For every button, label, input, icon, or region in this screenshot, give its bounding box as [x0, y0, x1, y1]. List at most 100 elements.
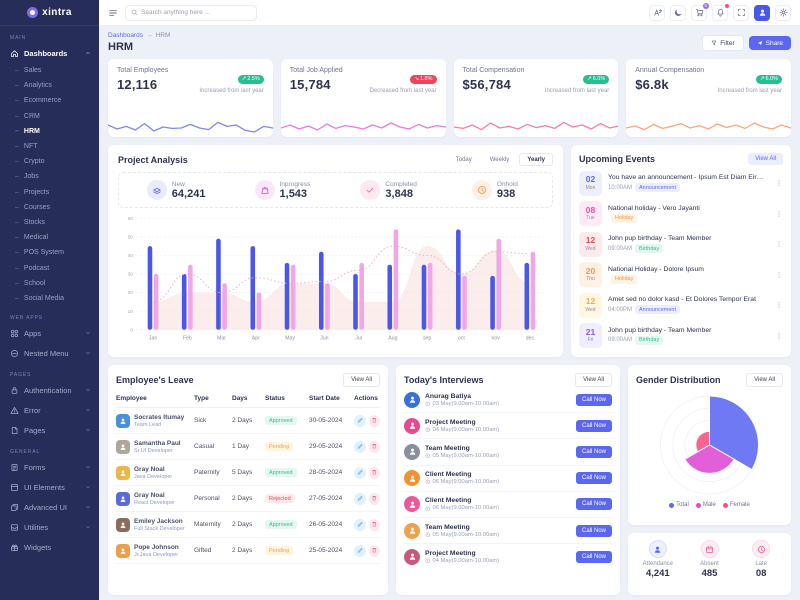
call-now-button[interactable]: Call Now — [575, 419, 612, 432]
sidebar-subitem-crm[interactable]: – CRM — [15, 112, 40, 120]
breadcrumb-dashboards-link[interactable]: Dashboards — [108, 32, 144, 39]
search-input[interactable] — [141, 9, 251, 16]
status-badge: Pending — [265, 546, 294, 555]
call-now-button[interactable]: Call Now — [575, 445, 612, 458]
sidebar-item-advanced-ui[interactable]: Advanced UI — [0, 497, 99, 517]
filter-button[interactable]: Filter — [702, 35, 744, 51]
app-logo[interactable]: xintra — [0, 0, 99, 26]
delete-button[interactable] — [368, 440, 380, 453]
sidebar-item-dashboards[interactable]: Dashboards — [0, 43, 99, 63]
event-list-item[interactable]: 20 Thu National Holiday - Dolore Ipsum H… — [579, 262, 783, 287]
translate-icon[interactable] — [649, 4, 665, 21]
gender-view-all-button[interactable]: View All — [746, 373, 783, 387]
chevron-down-icon — [85, 350, 91, 356]
edit-button[interactable] — [354, 492, 366, 505]
delete-button[interactable] — [368, 492, 380, 505]
interviews-view-all-button[interactable]: View All — [575, 373, 612, 387]
period-tab[interactable]: Yearly — [519, 153, 553, 166]
fullscreen-icon[interactable] — [733, 4, 749, 21]
sidebar-subitem-stocks[interactable]: – Stocks — [15, 218, 45, 226]
event-options-icon[interactable] — [775, 210, 783, 218]
widgets-icon — [10, 543, 19, 552]
sidebar-subitem-medical[interactable]: – Medical — [15, 234, 49, 242]
delete-button[interactable] — [368, 544, 380, 557]
call-now-button[interactable]: Call Now — [575, 393, 612, 406]
settings-icon[interactable] — [775, 4, 791, 21]
breadcrumb: Dashboards → HRM — [108, 32, 170, 39]
period-tab[interactable]: Weekly — [481, 153, 518, 166]
delete-button[interactable] — [368, 518, 380, 531]
sidebar-subitem-courses[interactable]: – Courses — [15, 203, 50, 211]
sidebar-subitem-analytics[interactable]: – Analytics — [15, 82, 52, 90]
project-stat: Onhold 938 — [442, 180, 548, 200]
event-options-icon[interactable] — [775, 179, 783, 187]
sidebar-subitem-podcast[interactable]: – Podcast — [15, 264, 50, 272]
employees-leave-card: Employee's Leave View All Employee Type Da… — [108, 365, 388, 595]
edit-button[interactable] — [354, 466, 366, 479]
period-tabs: Today Weekly Yearly — [447, 153, 553, 166]
sidebar-item-pages[interactable]: Pages — [0, 420, 99, 440]
leave-days: 2 Days — [232, 547, 253, 554]
sidebar-subitem-projects[interactable]: – Projects — [15, 188, 50, 196]
event-options-icon[interactable] — [775, 332, 783, 340]
leave-view-all-button[interactable]: View All — [343, 373, 380, 387]
event-list-item[interactable]: 12 Wed Amet sed no dolor kasd - Et Dolor… — [579, 292, 783, 318]
leave-start-date: 26-05-2024 — [309, 521, 343, 528]
svg-text:60: 60 — [128, 216, 134, 222]
sparkline-chart — [626, 111, 791, 137]
events-view-all-button[interactable]: View All — [748, 153, 783, 165]
table-row: Pope Johnson Jr.Java Developer Gifted 2 … — [116, 538, 380, 564]
event-list-item[interactable]: 12 Wed John pup birthday - Team Member 0… — [579, 231, 783, 257]
breadcrumb-current: HRM — [155, 32, 171, 39]
sidebar-subitem-ecommerce[interactable]: – Ecommerce — [15, 97, 62, 105]
sidebar-item-authentication[interactable]: Authentication — [0, 380, 99, 400]
event-options-icon[interactable] — [775, 240, 783, 248]
event-list-item[interactable]: 02 Mon You have an announcement - Ipsum … — [579, 170, 783, 196]
chevron-down-icon — [85, 464, 91, 470]
sidebar-subitem-pos-system[interactable]: – POS System — [15, 249, 64, 257]
sidebar-item-nested-menu[interactable]: Nested Menu — [0, 343, 99, 363]
sidebar-subitem-nft[interactable]: – NFT — [15, 143, 38, 151]
call-now-button[interactable]: Call Now — [575, 550, 612, 563]
profile-avatar-icon[interactable] — [754, 4, 770, 21]
sidebar-item-utilities[interactable]: Utilities — [0, 517, 99, 537]
stat-card-subtitle: Increased from last year — [544, 88, 610, 94]
stat-cards-row: Total Employees 12,116 ↗ 2.5% Increased f… — [108, 59, 791, 137]
delete-button[interactable] — [368, 414, 380, 427]
event-list-item[interactable]: 21 Fri John pup birthday - Team Member 0… — [579, 323, 783, 348]
sidebar-item-widgets[interactable]: Widgets — [0, 537, 99, 557]
call-now-button[interactable]: Call Now — [575, 524, 612, 537]
sidebar-item-ui-elements[interactable]: UI Elements — [0, 477, 99, 497]
sidebar-subitem-sales[interactable]: – Sales — [15, 67, 42, 75]
sidebar-item-apps[interactable]: Apps — [0, 323, 99, 343]
call-now-button[interactable]: Call Now — [575, 472, 612, 485]
sidebar-item-error[interactable]: Error — [0, 400, 99, 420]
sidebar-subitem-social-media[interactable]: – Social Media — [15, 294, 64, 302]
share-button[interactable]: Share — [748, 36, 791, 50]
period-tab[interactable]: Today — [447, 153, 480, 166]
leave-days: 2 Days — [232, 521, 253, 528]
sidebar-subitem-crypto[interactable]: – Crypto — [15, 158, 45, 166]
edit-button[interactable] — [354, 440, 366, 453]
sidebar-subitem-jobs[interactable]: – Jobs — [15, 173, 39, 181]
edit-button[interactable] — [354, 544, 366, 557]
stat-card-title: Total Compensation — [462, 67, 525, 74]
event-options-icon[interactable] — [775, 271, 783, 279]
event-options-icon[interactable] — [775, 301, 783, 309]
stat-card-value: $56,784 — [462, 77, 511, 92]
nested-menu-icon — [10, 349, 19, 358]
delete-button[interactable] — [368, 466, 380, 479]
sidebar-subitem-hrm[interactable]: – HRM — [15, 127, 40, 135]
notifications-icon[interactable] — [712, 3, 729, 21]
sidebar-item-forms[interactable]: Forms — [0, 457, 99, 477]
global-search[interactable] — [125, 4, 257, 21]
edit-button[interactable] — [354, 414, 366, 427]
edit-button[interactable] — [354, 518, 366, 531]
call-now-button[interactable]: Call Now — [575, 498, 612, 511]
hamburger-menu-icon[interactable] — [108, 8, 118, 18]
leave-days: 2 Days — [232, 495, 253, 502]
sidebar-subitem-school[interactable]: – School — [15, 279, 46, 287]
cart-icon[interactable]: 5 — [691, 2, 709, 21]
event-list-item[interactable]: 08 Tue National holiday - Vero Jayanti H… — [579, 201, 783, 226]
dark-mode-icon[interactable] — [670, 4, 686, 21]
